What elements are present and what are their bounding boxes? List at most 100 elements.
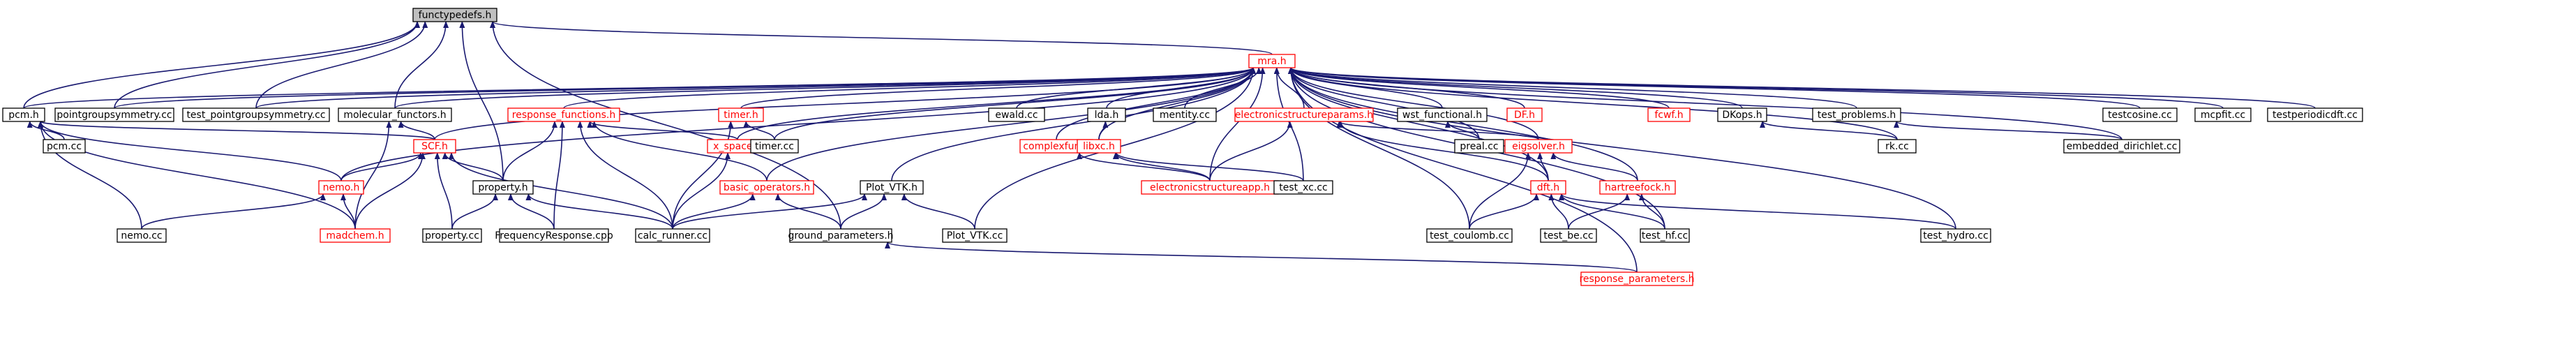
node-mra[interactable]: mra.h — [1248, 54, 1296, 68]
node-box[interactable] — [413, 139, 456, 154]
node-test-coulomb[interactable]: test_coulomb.cc — [1426, 228, 1513, 243]
node-frequencyresponse[interactable]: FrequencyResponse.cpp — [495, 228, 613, 243]
node-box[interactable] — [1248, 54, 1296, 68]
node-madchem[interactable]: madchem.h — [320, 228, 391, 243]
node-box[interactable] — [412, 8, 497, 22]
edges-layer — [23, 21, 2316, 273]
node-ground-parameters[interactable]: ground_parameters.h — [788, 228, 894, 243]
edge-pcm-to-functypedefs — [23, 21, 420, 109]
node-box[interactable] — [1599, 180, 1676, 195]
node-box[interactable] — [1717, 107, 1767, 122]
node-test-pointgroupsymmetry[interactable]: test_pointgroupsymmetry.cc — [182, 107, 330, 122]
node-box[interactable] — [1426, 228, 1513, 243]
node-box[interactable] — [988, 107, 1045, 122]
node-box[interactable] — [1273, 180, 1333, 195]
node-test-xc[interactable]: test_xc.cc — [1273, 180, 1333, 195]
node-box[interactable] — [2, 107, 45, 122]
node-box[interactable] — [718, 107, 764, 122]
node-box[interactable] — [635, 228, 710, 243]
node-box[interactable] — [320, 228, 391, 243]
node-pcm-cc[interactable]: pcm.cc — [43, 139, 86, 154]
node-testperiodicdft[interactable]: testperiodicdft.cc — [2267, 107, 2363, 122]
node-pcm[interactable]: pcm.h — [2, 107, 45, 122]
node-nemo-cc[interactable]: nemo.cc — [117, 228, 167, 243]
node-preal[interactable]: preal.cc — [1454, 139, 1504, 154]
node-box[interactable] — [422, 228, 482, 243]
node-box[interactable] — [1812, 107, 1901, 122]
node-embedded-dirichlet[interactable]: embedded_dirichlet.cc — [2063, 139, 2180, 154]
node-molecular-functors[interactable]: molecular_functors.h — [338, 107, 452, 122]
node-box[interactable] — [499, 228, 609, 243]
node-timer-cc[interactable]: timer.cc — [750, 139, 799, 154]
node-scf[interactable]: SCF.h — [413, 139, 456, 154]
node-rk[interactable]: rk.cc — [1878, 139, 1917, 154]
node-electronicstructureparams[interactable]: electronicstructureparams.h — [1234, 107, 1374, 122]
node-test-problems[interactable]: test_problems.h — [1812, 107, 1901, 122]
node-plot-vtk-cc[interactable]: Plot_VTK.cc — [942, 228, 1008, 243]
node-libxc[interactable]: libxc.h — [1077, 139, 1121, 154]
node-calc-runner[interactable]: calc_runner.cc — [635, 228, 710, 243]
node-box[interactable] — [1087, 107, 1126, 122]
node-label: DF.h — [1514, 110, 1535, 121]
node-test-hydro[interactable]: test_hydro.cc — [1920, 228, 1991, 243]
node-box[interactable] — [472, 180, 534, 195]
node-box[interactable] — [2063, 139, 2180, 154]
node-box[interactable] — [1153, 107, 1217, 122]
node-box[interactable] — [338, 107, 452, 122]
node-basic-operators[interactable]: basic_operators.h — [719, 180, 814, 195]
node-box[interactable] — [2102, 107, 2178, 122]
edge-response-parameters-to-ground-parameters — [885, 241, 1638, 273]
node-box[interactable] — [182, 107, 330, 122]
node-timer[interactable]: timer.h — [718, 107, 764, 122]
node-box[interactable] — [1077, 139, 1121, 154]
node-electronicstructureapp[interactable]: electronicstructureapp.h — [1141, 180, 1279, 195]
node-box[interactable] — [1234, 107, 1374, 122]
node-ewald[interactable]: ewald.cc — [988, 107, 1045, 122]
node-box[interactable] — [942, 228, 1008, 243]
node-nemo[interactable]: nemo.h — [318, 180, 364, 195]
node-eigsolver[interactable]: eigsolver.h — [1504, 139, 1573, 154]
node-plot-vtk-h[interactable]: Plot_VTK.h — [860, 180, 924, 195]
node-property-cc[interactable]: property.cc — [422, 228, 482, 243]
node-box[interactable] — [1530, 180, 1566, 195]
node-box[interactable] — [1640, 228, 1690, 243]
node-box[interactable] — [117, 228, 167, 243]
node-box[interactable] — [54, 107, 174, 122]
node-complexfun[interactable]: complexfun.h — [1019, 139, 1093, 154]
node-testcosine[interactable]: testcosine.cc — [2102, 107, 2178, 122]
node-functypedefs[interactable]: functypedefs.h — [412, 8, 497, 22]
node-hartreefock[interactable]: hartreefock.h — [1599, 180, 1676, 195]
node-response-parameters[interactable]: response_parameters.h — [1579, 272, 1695, 286]
node-test-be[interactable]: test_be.cc — [1540, 228, 1597, 243]
node-lda[interactable]: lda.h — [1087, 107, 1126, 122]
node-box[interactable] — [789, 228, 892, 243]
node-mentity[interactable]: mentity.cc — [1153, 107, 1217, 122]
node-box[interactable] — [1878, 139, 1917, 154]
node-property[interactable]: property.h — [472, 180, 534, 195]
node-box[interactable] — [1454, 139, 1504, 154]
node-box[interactable] — [750, 139, 799, 154]
node-test-hf[interactable]: test_hf.cc — [1640, 228, 1690, 243]
node-box[interactable] — [719, 180, 814, 195]
node-box[interactable] — [1647, 107, 1691, 122]
node-box[interactable] — [1580, 272, 1693, 286]
node-fcwf[interactable]: fcwf.h — [1647, 107, 1691, 122]
node-box[interactable] — [1397, 107, 1488, 122]
node-response-functions[interactable]: response_functions.h — [507, 107, 620, 122]
node-box[interactable] — [43, 139, 86, 154]
node-box[interactable] — [1506, 107, 1543, 122]
node-box[interactable] — [1540, 228, 1597, 243]
node-box[interactable] — [318, 180, 364, 195]
node-box[interactable] — [1920, 228, 1991, 243]
node-box[interactable] — [2267, 107, 2363, 122]
node-box[interactable] — [507, 107, 620, 122]
node-box[interactable] — [2194, 107, 2252, 122]
node-dkops[interactable]: DKops.h — [1717, 107, 1767, 122]
node-df[interactable]: DF.h — [1506, 107, 1543, 122]
node-dft[interactable]: dft.h — [1530, 180, 1566, 195]
node-pointgroupsymmetry[interactable]: pointgroupsymmetry.cc — [54, 107, 174, 122]
node-mcpfit[interactable]: mcpfit.cc — [2194, 107, 2252, 122]
node-box[interactable] — [860, 180, 924, 195]
node-box[interactable] — [1504, 139, 1573, 154]
node-wst-functional[interactable]: wst_functional.h — [1397, 107, 1488, 122]
